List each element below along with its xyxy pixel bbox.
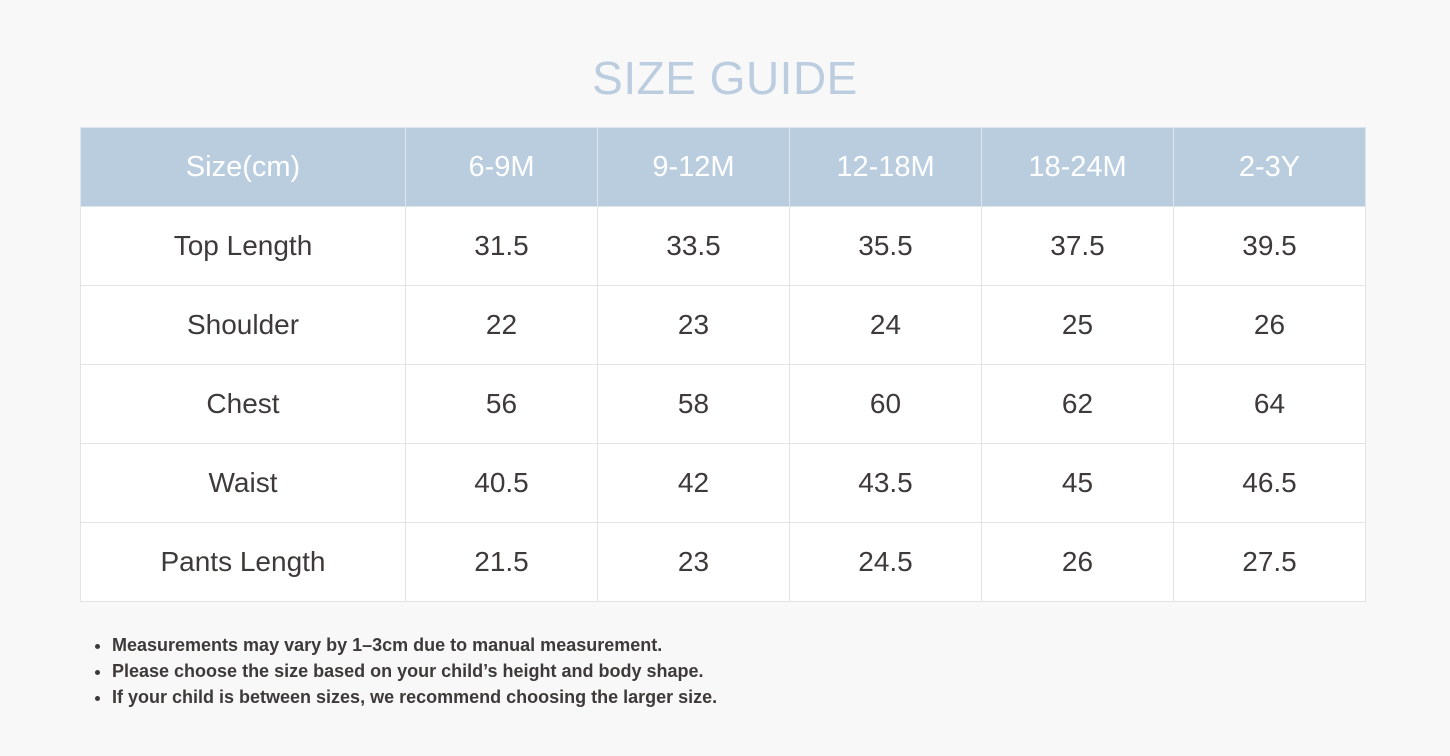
header-cell-size-unit: Size(cm) <box>80 127 406 207</box>
table-cell: 22 <box>405 285 598 365</box>
table-cell: 40.5 <box>405 443 598 523</box>
measurement-notes-list: Measurements may vary by 1–3cm due to ma… <box>90 632 717 710</box>
table-row: Waist 40.5 42 43.5 45 46.5 <box>80 443 1366 523</box>
header-cell-12-18m: 12-18M <box>789 127 982 207</box>
table-cell: 46.5 <box>1173 443 1366 523</box>
table-header-row: Size(cm) 6-9M 9-12M 12-18M 18-24M 2-3Y <box>80 127 1366 207</box>
list-item: If your child is between sizes, we recom… <box>112 684 717 710</box>
table-cell: 58 <box>597 364 790 444</box>
table-row: Shoulder 22 23 24 25 26 <box>80 285 1366 365</box>
table-cell: 56 <box>405 364 598 444</box>
list-item: Please choose the size based on your chi… <box>112 658 717 684</box>
row-label-cell: Shoulder <box>80 285 406 365</box>
row-label-cell: Top Length <box>80 206 406 286</box>
table-cell: 24 <box>789 285 982 365</box>
page-title: SIZE GUIDE <box>592 52 858 104</box>
table-cell: 33.5 <box>597 206 790 286</box>
table-cell: 21.5 <box>405 522 598 602</box>
table-cell: 60 <box>789 364 982 444</box>
row-label-cell: Waist <box>80 443 406 523</box>
table-cell: 62 <box>981 364 1174 444</box>
header-cell-18-24m: 18-24M <box>981 127 1174 207</box>
header-cell-2-3y: 2-3Y <box>1173 127 1366 207</box>
table-row: Top Length 31.5 33.5 35.5 37.5 39.5 <box>80 206 1366 286</box>
table-cell: 23 <box>597 522 790 602</box>
table-cell: 26 <box>981 522 1174 602</box>
table-row: Pants Length 21.5 23 24.5 26 27.5 <box>80 522 1366 602</box>
row-label-cell: Chest <box>80 364 406 444</box>
row-label-cell: Pants Length <box>80 522 406 602</box>
table-cell: 42 <box>597 443 790 523</box>
table-cell: 43.5 <box>789 443 982 523</box>
table-cell: 31.5 <box>405 206 598 286</box>
table-cell: 24.5 <box>789 522 982 602</box>
table-cell: 27.5 <box>1173 522 1366 602</box>
table-cell: 23 <box>597 285 790 365</box>
table-cell: 35.5 <box>789 206 982 286</box>
table-cell: 26 <box>1173 285 1366 365</box>
table-cell: 39.5 <box>1173 206 1366 286</box>
table-cell: 37.5 <box>981 206 1174 286</box>
header-cell-9-12m: 9-12M <box>597 127 790 207</box>
table-cell: 45 <box>981 443 1174 523</box>
size-chart-table: Size(cm) 6-9M 9-12M 12-18M 18-24M 2-3Y T… <box>80 127 1366 602</box>
list-item: Measurements may vary by 1–3cm due to ma… <box>112 632 717 658</box>
table-row: Chest 56 58 60 62 64 <box>80 364 1366 444</box>
header-cell-6-9m: 6-9M <box>405 127 598 207</box>
table-cell: 64 <box>1173 364 1366 444</box>
table-cell: 25 <box>981 285 1174 365</box>
